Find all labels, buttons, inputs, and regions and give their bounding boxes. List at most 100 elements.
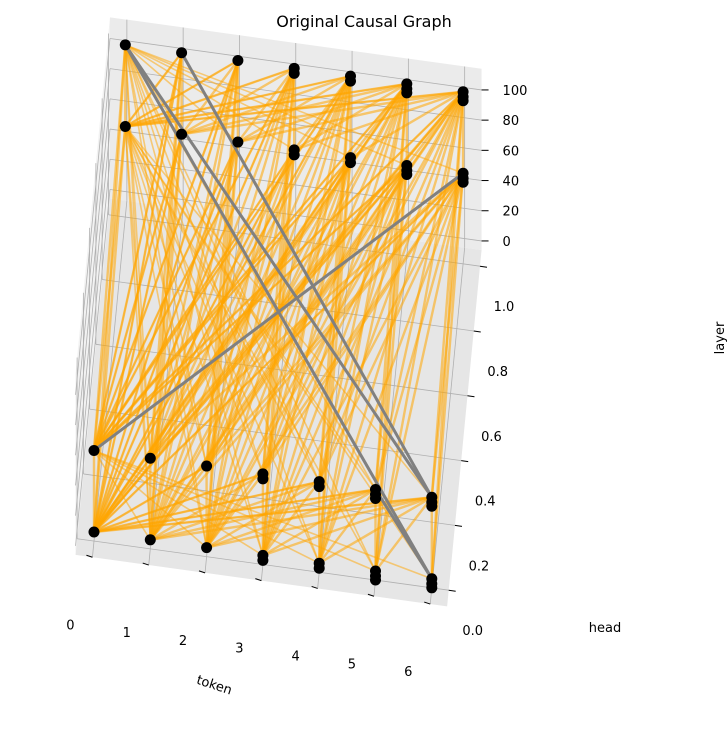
node xyxy=(313,481,325,493)
node xyxy=(257,473,269,485)
edge xyxy=(93,449,320,564)
node xyxy=(176,47,188,59)
grid-line xyxy=(429,247,466,605)
edge xyxy=(93,449,433,580)
node-layer xyxy=(88,39,469,594)
y-tick-label: 1.0 xyxy=(494,300,515,315)
node xyxy=(370,574,381,586)
node xyxy=(88,444,100,456)
node xyxy=(457,95,469,107)
node xyxy=(288,67,300,79)
node xyxy=(144,534,156,546)
y-tick-label: 0.6 xyxy=(481,430,502,445)
x-tick xyxy=(311,585,318,589)
node xyxy=(119,39,131,51)
node xyxy=(426,582,438,594)
x-tick-label: 2 xyxy=(179,634,187,649)
node xyxy=(119,120,131,132)
x-tick-label: 6 xyxy=(404,665,412,680)
edge xyxy=(261,157,352,475)
x-tick xyxy=(198,570,206,574)
node xyxy=(144,452,156,464)
grid-line xyxy=(75,68,111,426)
y-tick xyxy=(467,395,475,398)
grid-line xyxy=(75,98,111,456)
x-tick-label: 3 xyxy=(235,642,243,657)
edge xyxy=(124,44,264,556)
y-tick xyxy=(479,265,488,268)
grid-line xyxy=(89,408,462,461)
edge xyxy=(125,44,464,175)
grid-line xyxy=(75,159,111,516)
node xyxy=(232,55,244,67)
z-tick-label: 100 xyxy=(503,84,528,99)
node xyxy=(232,136,244,148)
highlight-edge xyxy=(124,44,434,499)
y-tick-label: 0.4 xyxy=(475,495,496,510)
y-tick xyxy=(454,524,463,527)
node xyxy=(426,500,438,512)
x-tick xyxy=(424,601,431,605)
edge xyxy=(261,480,321,557)
y-tick xyxy=(448,589,456,592)
node xyxy=(457,176,469,188)
y-tick-label: 0.0 xyxy=(462,624,483,639)
chart-title: Original Causal Graph xyxy=(276,12,452,31)
x-tick-label: 5 xyxy=(348,657,356,672)
node xyxy=(176,128,188,140)
edge xyxy=(124,44,295,151)
edge xyxy=(430,91,465,498)
x-tick-label: 1 xyxy=(123,626,131,641)
edge xyxy=(93,450,151,541)
x-tick xyxy=(86,554,93,558)
z-tick-label: 20 xyxy=(503,205,520,220)
node xyxy=(257,554,269,566)
y-tick xyxy=(473,330,481,333)
grid-line xyxy=(75,38,111,395)
x-tick xyxy=(142,562,149,566)
x-axis-label: token xyxy=(194,673,233,699)
node xyxy=(201,542,213,554)
edge xyxy=(124,44,377,572)
x-tick xyxy=(255,578,262,582)
x-tick xyxy=(367,593,375,597)
grid-line xyxy=(75,129,111,486)
highlight-edge xyxy=(93,172,465,452)
node xyxy=(401,87,413,99)
edge xyxy=(124,44,208,548)
grid-line xyxy=(75,189,111,546)
edge xyxy=(124,126,208,548)
edge xyxy=(124,44,408,167)
edge xyxy=(92,44,127,451)
node xyxy=(88,526,100,538)
edge xyxy=(124,44,320,482)
edge xyxy=(124,44,351,159)
z-tick-label: 0 xyxy=(503,235,511,250)
z-axis-label: layer xyxy=(713,321,728,354)
node xyxy=(201,460,213,472)
x-tick-label: 0 xyxy=(66,618,74,633)
node xyxy=(345,75,356,87)
edge xyxy=(93,449,376,572)
edge xyxy=(124,44,239,143)
edge xyxy=(93,449,208,549)
node xyxy=(288,149,300,161)
node xyxy=(313,562,325,574)
node xyxy=(370,492,381,504)
y-tick xyxy=(461,460,469,463)
tick-layer: 0 1 2 3 4 5 6 0.0 0.2 0.4 0.6 0.8 1.0 0 20 40 60 80 100 xyxy=(66,84,527,680)
highlight-edge xyxy=(180,51,434,498)
y-axis-label: head xyxy=(589,621,621,636)
edge xyxy=(124,44,208,467)
node xyxy=(401,168,413,180)
highlight-edge xyxy=(374,488,434,580)
x-tick-label: 4 xyxy=(291,649,299,664)
edge xyxy=(124,126,264,556)
left-pane xyxy=(75,17,110,555)
y-tick-label: 0.2 xyxy=(469,559,490,574)
node xyxy=(345,157,356,169)
edge xyxy=(93,449,264,557)
z-tick-label: 60 xyxy=(503,144,520,159)
z-tick-label: 40 xyxy=(503,175,520,190)
